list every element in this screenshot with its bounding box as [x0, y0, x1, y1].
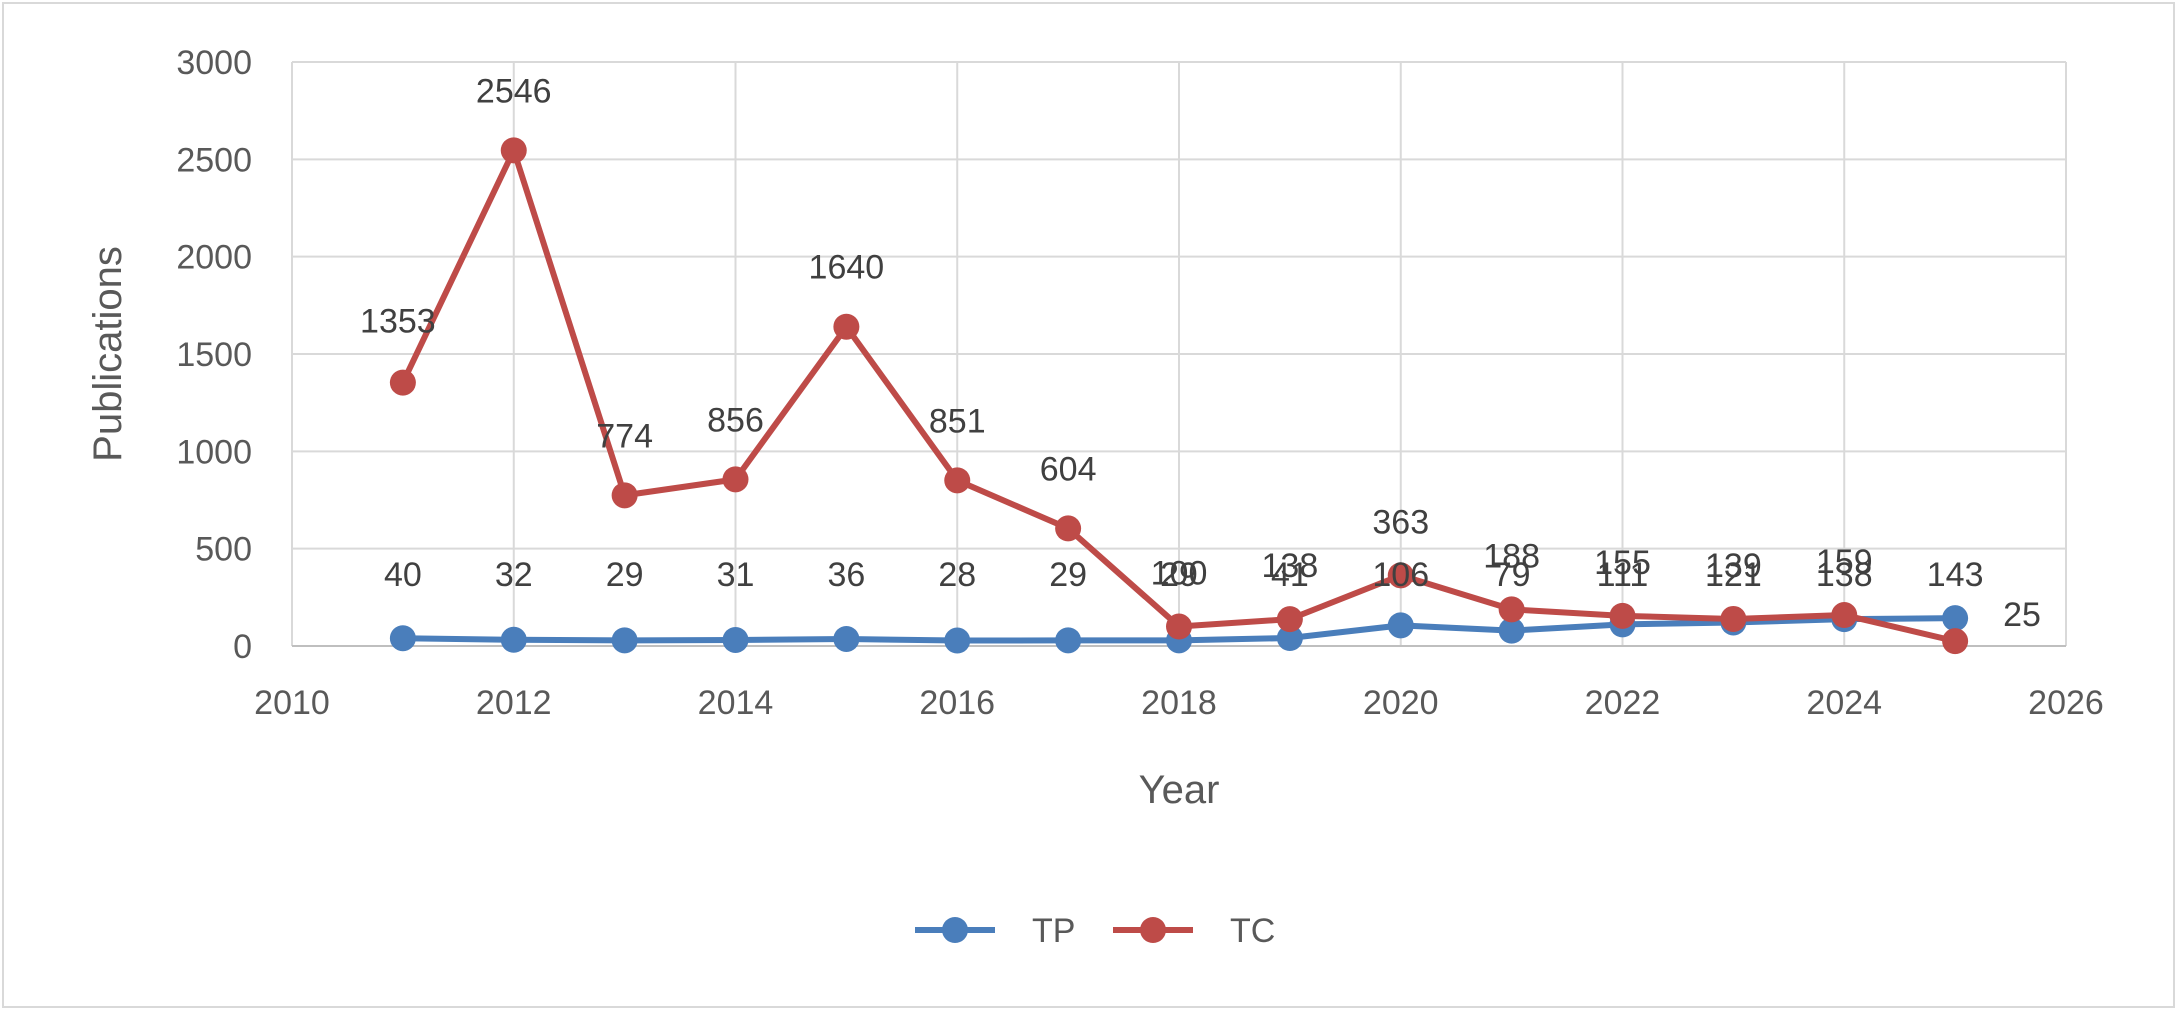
data-point-tp — [1387, 612, 1414, 639]
data-point-tc — [1276, 606, 1303, 633]
gridlines — [291, 61, 2067, 646]
data-label-tp: 41 — [1271, 556, 1309, 594]
data-label-tp: 143 — [1927, 556, 1984, 594]
data-label-tp: 32 — [495, 556, 533, 594]
y-tick-label: 2500 — [176, 141, 252, 179]
data-label-tp: 106 — [1372, 556, 1429, 594]
data-point-tc — [1609, 602, 1636, 629]
data-label-tc: 139 — [1705, 547, 1762, 585]
data-point-tc — [1942, 628, 1969, 655]
x-tick-label: 2020 — [1363, 684, 1439, 722]
data-label-tc: 100 — [1151, 555, 1208, 593]
y-tick-label: 1000 — [176, 433, 252, 471]
x-tick-label: 2026 — [2028, 684, 2104, 722]
data-point-tp — [1276, 625, 1303, 652]
data-label-tp: 29 — [606, 556, 644, 594]
legend-marker-tc — [1140, 917, 1166, 943]
data-label-tc: 363 — [1372, 503, 1429, 541]
y-tick-label: 500 — [195, 531, 252, 569]
data-point-tc — [500, 137, 527, 164]
data-point-tp — [1055, 627, 1082, 654]
legend-label-tc: TC — [1230, 912, 1275, 950]
data-point-tp — [1498, 617, 1525, 644]
data-label-tp: 111 — [1597, 556, 1649, 594]
x-tick-label: 2024 — [1806, 684, 1882, 722]
legend-label-tp: TP — [1032, 912, 1075, 950]
data-label-tc: 856 — [707, 401, 764, 439]
x-tick-label: 2012 — [476, 684, 552, 722]
data-label-tc: 851 — [929, 402, 986, 440]
data-point-tc — [389, 369, 416, 396]
data-point-tp — [833, 625, 860, 652]
data-label-tp: 40 — [384, 556, 422, 594]
data-point-tc — [1387, 562, 1414, 589]
data-label-tp: 79 — [1493, 556, 1531, 594]
data-label-tp: 29 — [1049, 556, 1087, 594]
data-label-tp: 138 — [1816, 556, 1873, 594]
data-point-tc — [722, 466, 749, 493]
data-point-tp — [722, 626, 749, 653]
y-axis-ticks: 0 500 1000 1500 2000 2500 3000 — [176, 44, 252, 666]
y-axis-title: Publications — [86, 246, 130, 462]
data-label-tp: 28 — [938, 556, 976, 594]
y-tick-label: 2000 — [176, 239, 252, 277]
data-label-tc: 2546 — [476, 72, 552, 110]
legend-marker-tp — [942, 917, 968, 943]
x-tick-label: 2022 — [1585, 684, 1661, 722]
data-point-tc — [611, 482, 638, 509]
x-axis-ticks: 2010 2012 2014 2016 2018 2020 2022 2024 2026 — [254, 684, 2104, 722]
x-tick-label: 2016 — [919, 684, 995, 722]
data-labels: 40 32 29 31 36 28 29 29 41 106 79 111 121 138 143 1353 2… — [360, 72, 2041, 634]
y-tick-label: 3000 — [176, 44, 252, 82]
data-label-tc: 774 — [596, 417, 653, 455]
data-label-tc: 25 — [2003, 596, 2041, 634]
data-point-tp — [944, 627, 971, 654]
data-label-tc: 604 — [1040, 450, 1097, 488]
data-point-tc — [1166, 613, 1192, 640]
data-label-tc: 159 — [1816, 543, 1873, 581]
data-label-tc: 1640 — [809, 249, 885, 287]
series-group — [389, 137, 1969, 655]
data-point-tc — [1720, 605, 1747, 632]
data-point-tc — [1831, 602, 1858, 629]
data-label-tp: 36 — [827, 556, 865, 594]
x-tick-label: 2018 — [1141, 684, 1217, 722]
data-label-tp: 31 — [717, 556, 755, 594]
y-tick-label: 1500 — [176, 336, 252, 374]
data-point-tc — [944, 467, 971, 494]
data-label-tc: 188 — [1483, 537, 1540, 575]
data-label-tp: 121 — [1705, 556, 1762, 594]
data-point-tc — [1498, 596, 1525, 623]
data-label-tc: 155 — [1594, 544, 1651, 582]
x-tick-label: 2010 — [254, 684, 330, 722]
data-label-tc: 138 — [1262, 547, 1319, 585]
data-point-tp — [389, 625, 416, 652]
data-point-tc — [1055, 515, 1082, 542]
y-tick-label: 0 — [233, 628, 252, 666]
data-point-tp — [500, 626, 527, 653]
x-tick-label: 2014 — [698, 684, 774, 722]
x-axis-title: Year — [1139, 768, 1220, 812]
legend: TP TC — [915, 912, 1275, 950]
data-point-tc — [833, 313, 860, 340]
data-point-tp — [1942, 605, 1969, 632]
data-label-tp: 29 — [1160, 556, 1198, 594]
data-label-tc: 1353 — [360, 303, 436, 341]
data-point-tp — [611, 627, 638, 654]
